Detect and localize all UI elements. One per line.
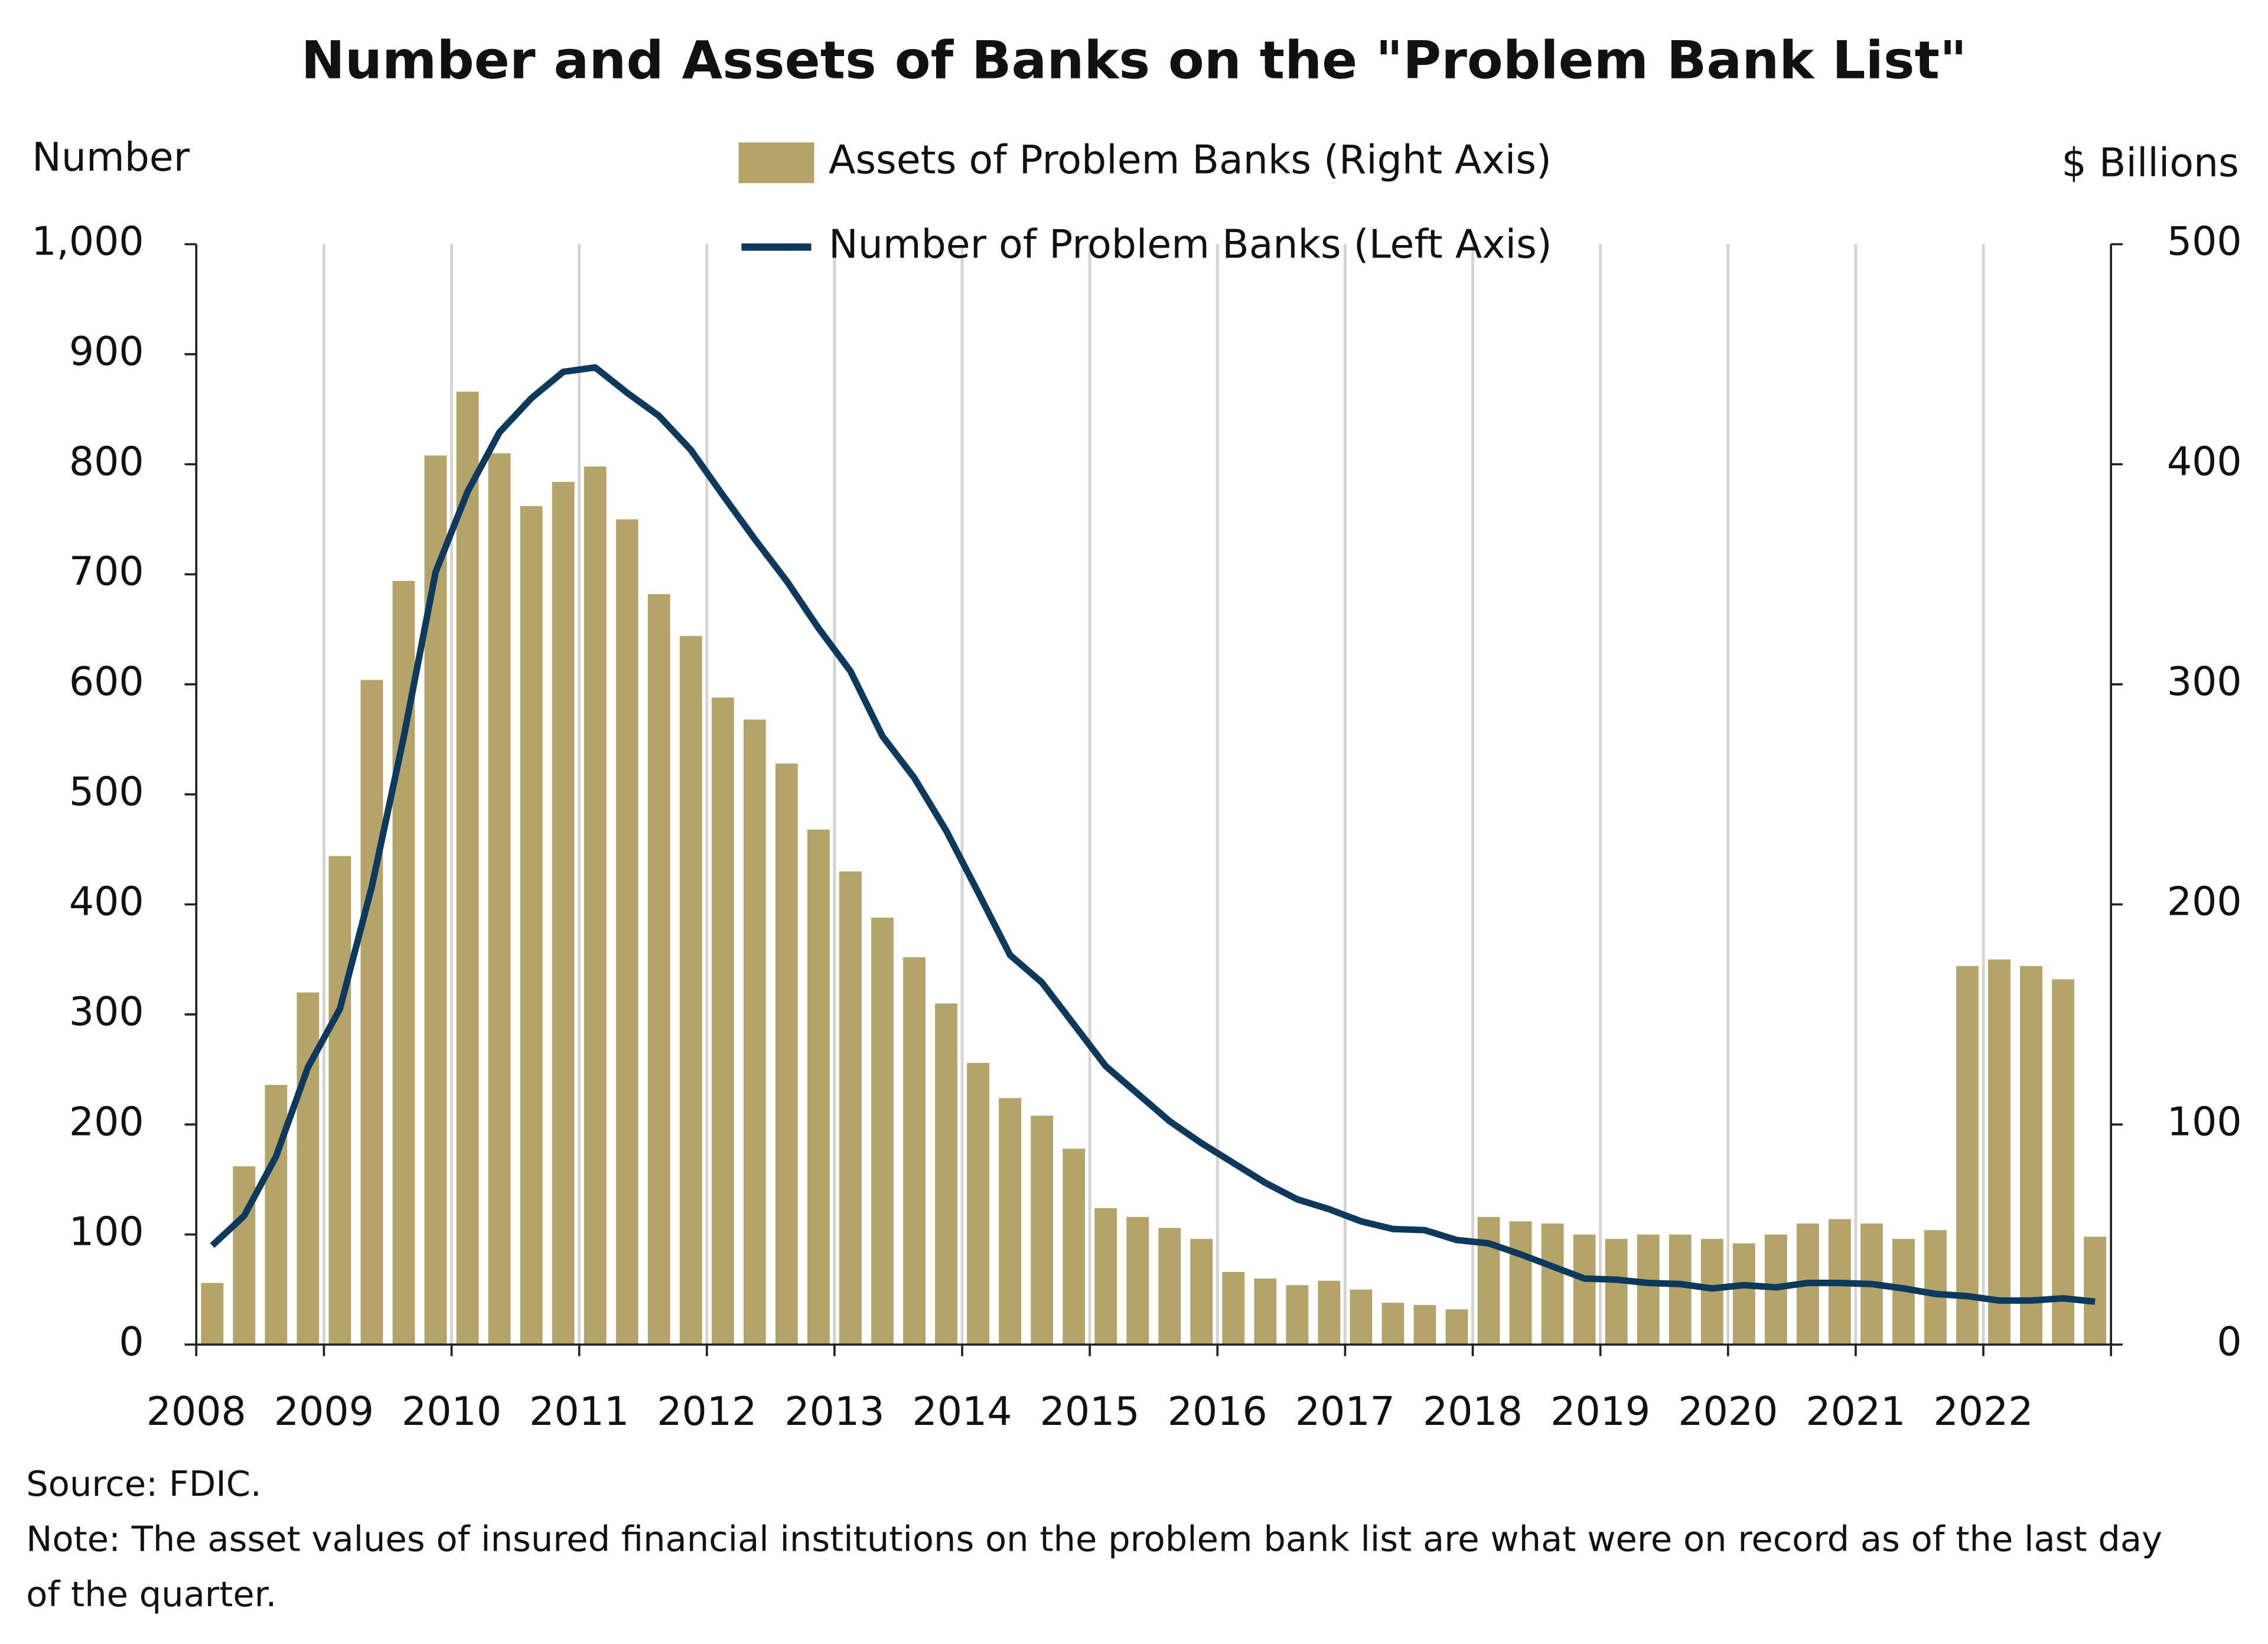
bar: [2052, 979, 2075, 1345]
footnote-block: Source: FDIC. Note: The asset values of …: [26, 1456, 2207, 1622]
x-tick-label: 2021: [1806, 1388, 1905, 1434]
x-tick-label: 2018: [1423, 1388, 1523, 1434]
x-tick-label: 2011: [529, 1388, 629, 1434]
x-tick-label: 2010: [402, 1388, 501, 1434]
bar: [871, 917, 894, 1345]
bar: [584, 466, 607, 1345]
bar: [488, 453, 511, 1345]
bar: [1063, 1149, 1086, 1345]
y-tick-label: 400: [69, 879, 144, 925]
source: Source: FDIC.: [26, 1463, 262, 1505]
bar: [1094, 1208, 1117, 1345]
bar: [2020, 965, 2042, 1345]
x-tick-label: 2020: [1678, 1388, 1778, 1434]
y-tick-label: 500: [69, 768, 144, 814]
bar: [1350, 1289, 1373, 1345]
bar: [1381, 1303, 1405, 1345]
bar: [647, 594, 670, 1345]
y-tick-label: 800: [69, 438, 144, 484]
bar: [1669, 1234, 1692, 1345]
bar: [2084, 1237, 2107, 1345]
legend-swatch: [738, 142, 814, 184]
bar: [1031, 1115, 1054, 1345]
bar: [999, 1098, 1022, 1345]
bar: [967, 1062, 989, 1345]
bar: [1637, 1234, 1660, 1345]
x-tick-label: 2017: [1295, 1388, 1395, 1434]
bar: [1254, 1278, 1277, 1345]
y2-axis-title: $ Billions: [2062, 140, 2239, 186]
bar: [1318, 1280, 1341, 1345]
bar: [807, 829, 830, 1345]
y2-tick-label: 300: [2167, 658, 2242, 704]
bar: [520, 506, 543, 1345]
x-tick-label: 2014: [912, 1388, 1012, 1434]
x-tick-label: 2016: [1168, 1388, 1267, 1434]
bar: [679, 635, 702, 1345]
y-tick-label: 300: [69, 989, 144, 1035]
bar: [456, 392, 479, 1345]
y2-tick-label: 100: [2167, 1098, 2242, 1144]
bar: [935, 1003, 957, 1345]
bar: [1413, 1304, 1436, 1345]
x-tick-label: 2015: [1040, 1388, 1140, 1434]
bar: [1190, 1239, 1213, 1345]
y-tick-label: 600: [69, 658, 144, 704]
bar: [201, 1283, 224, 1345]
footnotes: Source: FDIC. Note: The asset values of …: [26, 1456, 2207, 1622]
bar: [839, 871, 862, 1345]
bar: [1956, 965, 1979, 1345]
y2-tick-label: 400: [2167, 438, 2242, 484]
x-tick-label: 2012: [657, 1388, 757, 1434]
note: Note: The asset values of insured financ…: [26, 1519, 2163, 1615]
bar: [1126, 1216, 1149, 1345]
bar: [1541, 1223, 1564, 1345]
y2-tick-label: 500: [2167, 218, 2242, 265]
y-axis-title: Number: [32, 134, 190, 180]
bar: [903, 957, 926, 1345]
x-tick-label: 2019: [1550, 1388, 1650, 1434]
y-tick-label: 700: [69, 549, 144, 595]
bar: [711, 697, 734, 1345]
y-tick-label: 200: [69, 1098, 144, 1144]
bar: [1158, 1228, 1181, 1345]
bar: [265, 1085, 288, 1345]
bar: [615, 519, 638, 1345]
legend-label: Assets of Problem Banks (Right Axis): [829, 137, 1552, 183]
bar: [743, 719, 766, 1345]
bar: [1605, 1239, 1628, 1345]
bar: [1700, 1239, 1723, 1345]
y-tick-label: 1,000: [31, 218, 144, 265]
bar: [233, 1166, 256, 1345]
bar: [1924, 1230, 1947, 1345]
bar: [1445, 1309, 1468, 1345]
bar: [360, 680, 383, 1345]
x-tick-label: 2022: [1933, 1388, 2033, 1434]
bar: [328, 856, 351, 1345]
bar: [296, 992, 320, 1345]
bar: [1732, 1243, 1755, 1345]
y-tick-label: 100: [69, 1209, 144, 1255]
x-tick-label: 2009: [274, 1388, 374, 1434]
y2-tick-label: 0: [2217, 1319, 2241, 1365]
bar: [1573, 1234, 1596, 1345]
bar: [1988, 959, 2010, 1345]
bar: [1222, 1271, 1245, 1345]
legend-label: Number of Problem Banks (Left Axis): [829, 221, 1552, 268]
bar: [552, 482, 575, 1345]
y-tick-label: 900: [69, 328, 144, 374]
bar: [1286, 1285, 1309, 1345]
line: [210, 364, 2096, 1305]
chart-title: Number and Assets of Banks on the "Probl…: [301, 30, 1967, 91]
bar: [1477, 1216, 1500, 1345]
bar: [1509, 1221, 1532, 1345]
x-tick-label: 2008: [146, 1388, 246, 1434]
y2-tick-label: 200: [2167, 879, 2242, 925]
x-tick-label: 2013: [784, 1388, 884, 1434]
y-tick-label: 0: [119, 1319, 144, 1365]
bar: [775, 764, 798, 1345]
